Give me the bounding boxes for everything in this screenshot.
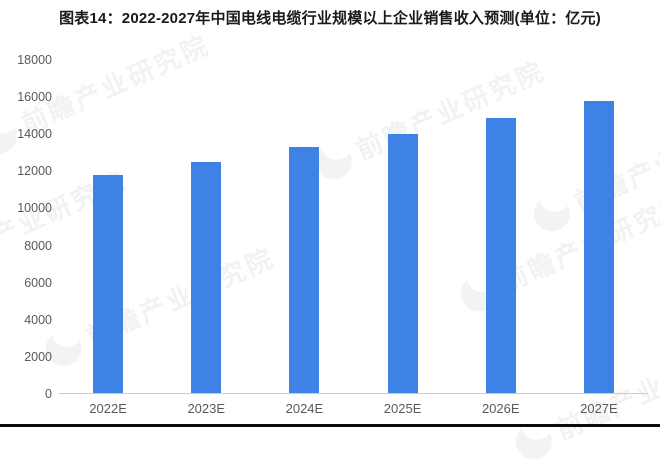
x-axis-label: 2025E — [383, 401, 422, 416]
chart-canvas: 图表14：2022-2027年中国电线电缆行业规模以上企业销售收入预测(单位：亿… — [0, 0, 660, 431]
bar-2026E — [485, 118, 516, 394]
x-axis-label: 2022E — [89, 401, 127, 416]
y-axis-label: 10000 — [17, 201, 52, 216]
bar-2023E — [191, 162, 222, 394]
x-axis-label: 2027E — [580, 401, 618, 416]
y-axis-label: 0 — [45, 387, 52, 401]
y-axis-label: 14000 — [17, 127, 52, 142]
bar-2024E — [289, 147, 320, 394]
x-axis-label: 2023E — [187, 401, 226, 416]
chart-title: 图表14：2022-2027年中国电线电缆行业规模以上企业销售收入预测(单位：亿… — [59, 10, 601, 27]
bottom-divider-rule — [0, 424, 660, 427]
y-axis-label: 8000 — [24, 238, 52, 253]
y-axis-label: 2000 — [24, 349, 52, 364]
plot-area: 0 2000 4000 6000 8000 10000 12000 14000 16000 180… — [17, 53, 648, 416]
y-axis-label: 18000 — [17, 53, 52, 67]
bar-2027E — [583, 101, 614, 394]
bar-2022E — [93, 175, 124, 394]
x-axis-baseline — [59, 393, 648, 394]
x-axis-label: 2024E — [285, 401, 324, 416]
y-axis-label: 16000 — [17, 90, 52, 105]
x-axis-label: 2026E — [481, 401, 520, 416]
bar-2025E — [387, 134, 418, 394]
y-axis-label: 12000 — [17, 164, 52, 179]
y-axis-label: 4000 — [24, 312, 52, 327]
y-axis-label: 6000 — [24, 275, 52, 290]
